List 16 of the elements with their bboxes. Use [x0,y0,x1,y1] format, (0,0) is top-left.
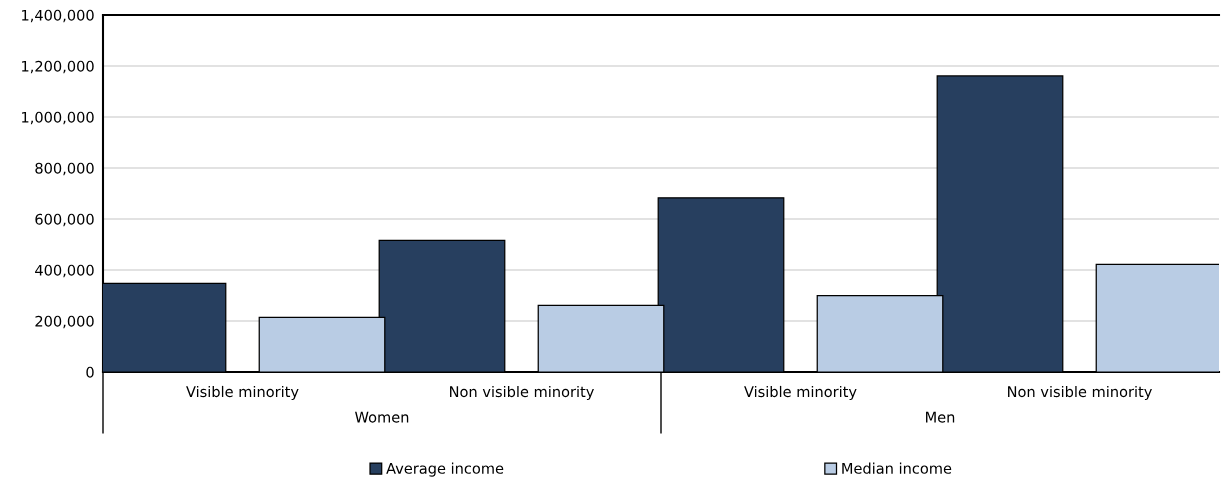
y-tick-label: 800,000 [35,162,94,176]
x-tick-label: Visible minority [744,385,857,400]
legend-label: Median income [842,462,952,474]
x-tick-label: Non visible minority [1008,385,1152,400]
text: Women [355,411,409,423]
y-tick-label: 200,000 [35,315,94,329]
y-tick-label: 600,000 [35,213,94,227]
y-tick-label: 1,400,000 [22,9,94,23]
text: Men [926,411,955,423]
y-tick-label: 1,200,000 [22,60,94,74]
y-tick-label: 400,000 [35,264,94,278]
y-tick-label: 1,000,000 [22,111,94,125]
legend-label: Average income [386,462,504,477]
y-tick-label: 0 [86,366,94,378]
x-tick-label: Non visible minority [450,385,594,400]
x-tick-label: Visible minority [186,385,299,400]
